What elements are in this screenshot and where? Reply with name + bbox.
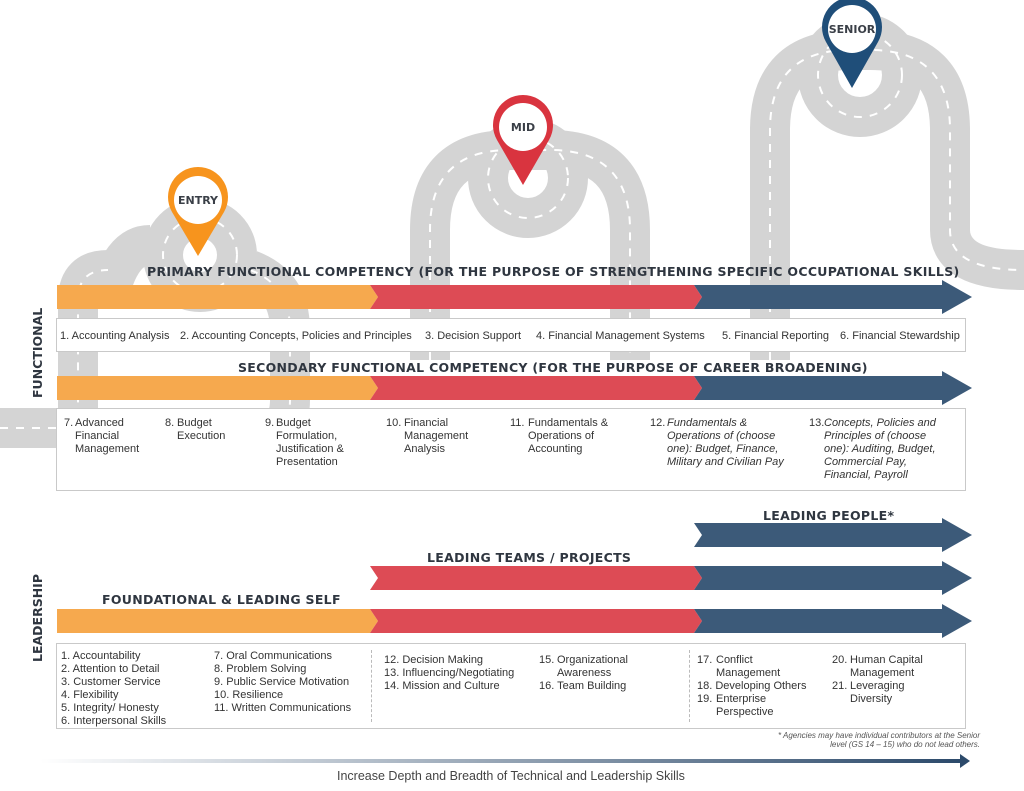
leading-teams-senior-arrow [694,561,972,595]
leadership-item-11: 11. Written Communications [214,702,352,714]
entry-pin-icon: ENTRY [168,167,228,256]
primary-item-6: 6. Financial Stewardship [840,330,960,342]
leadership-col-3: 12. Decision Making 13. Influencing/Nego… [384,654,514,693]
foundational-title: FOUNDATIONAL & LEADING SELF [102,592,341,607]
leadership-item-12: 12. Decision Making [384,654,484,666]
primary-title: PRIMARY FUNCTIONAL COMPETENCY (FOR THE P… [147,264,960,279]
secondary-item-12: Fundamentals & Operations of (choose one… [667,417,784,468]
leadership-item-20: Human Capital Management [850,654,923,679]
secondary-item-12-num: 12. [650,417,666,429]
primary-competency-box: 1. Accounting Analysis 2. Accounting Con… [56,318,966,352]
footnote: * Agencies may have individual contribut… [777,731,980,749]
primary-item-4: 4. Financial Management Systems [536,330,705,342]
senior-pin-icon: SENIOR [822,0,882,88]
leadership-item-15: Organizational Awareness [557,654,628,679]
entry-pin-label: ENTRY [178,194,219,207]
primary-item-3: 3. Decision Support [425,330,521,342]
leadership-item-3: 3. Customer Service [61,676,161,688]
secondary-item-10-num: 10. [386,417,402,429]
leadership-item-9: 9. Public Service Motivation [214,676,350,688]
secondary-item-7: Advanced Financial Management [75,417,140,455]
leadership-item-18: 18. Developing Others [697,680,807,692]
leadership-item-21-num: 21. [832,680,848,692]
leadership-item-15-num: 15. [539,654,555,666]
secondary-item-13-num: 13. [809,417,825,429]
secondary-item-11-num: 11. [510,417,525,429]
leadership-item-20-num: 20. [832,654,848,666]
foundational-senior-arrow [694,604,972,638]
leading-teams-title: LEADING TEAMS / PROJECTS [427,550,632,565]
secondary-mid-arrow [370,376,702,400]
leading-teams-mid-arrow [370,566,702,590]
secondary-item-8: Budget Execution [177,417,226,442]
foundational-entry-arrow [57,609,378,633]
leadership-item-2: 2. Attention to Detail [61,663,160,675]
leadership-item-6: 6. Interpersonal Skills [61,715,167,727]
mid-divider [371,650,372,722]
secondary-senior-arrow [694,371,972,405]
leadership-item-10: 10. Resilience [214,689,284,701]
secondary-item-13: Concepts, Policies and Principles of (ch… [824,417,936,481]
primary-item-1: 1. Accounting Analysis [60,330,170,342]
leadership-col-2: 7. Oral Communications 8. Problem Solvin… [214,650,351,715]
senior-pin-label: SENIOR [829,23,876,36]
foundational-mid-arrow [370,609,702,633]
functional-side-label: FUNCTIONAL [30,307,45,398]
leadership-col-1: 1. Accountability 2. Attention to Detail… [61,650,166,728]
secondary-title: SECONDARY FUNCTIONAL COMPETENCY (FOR THE… [238,360,868,375]
bottom-gradient-line [40,759,960,763]
secondary-competency-box: 7. Advanced Financial Management 8. Budg… [56,408,966,491]
mid-pin-label: MID [511,121,535,134]
primary-entry-arrow [57,285,378,309]
leadership-item-4: 4. Flexibility [61,689,119,701]
leadership-item-13: 13. Influencing/Negotiating [384,667,515,679]
leading-people-title: LEADING PEOPLE* [763,508,895,523]
leadership-side-label: LEADERSHIP [30,574,45,662]
secondary-entry-arrow [57,376,378,400]
secondary-item-9-num: 9. [265,417,275,429]
secondary-item-10: Financial Management Analysis [404,417,469,455]
mid-pin-icon: MID [493,95,553,185]
leadership-item-1: 1. Accountability [61,650,141,662]
leadership-item-17-num: 17. [697,654,713,666]
leadership-item-16: 16. Team Building [539,680,627,692]
bottom-axis-label: Increase Depth and Breadth of Technical … [337,769,685,783]
leadership-competency-box: 1. Accountability 2. Attention to Detail… [56,643,966,729]
secondary-item-9: Budget Formulation, Justification & Pres… [276,417,344,468]
leadership-item-14: 14. Mission and Culture [384,680,500,692]
leadership-item-19-num: 19. [697,693,713,705]
primary-mid-arrow [370,285,702,309]
leadership-item-8: 8. Problem Solving [214,663,307,675]
primary-item-2: 2. Accounting Concepts, Policies and Pri… [180,330,412,342]
leadership-item-21: Leveraging Diversity [850,680,905,705]
primary-senior-arrow [694,280,972,314]
secondary-item-11: Fundamentals & Operations of Accounting [528,417,609,455]
secondary-item-8-num: 8. [165,417,175,429]
leadership-item-7: 7. Oral Communications [214,650,332,662]
secondary-item-7-num: 7. [64,417,74,429]
leading-people-arrow [694,518,972,552]
bottom-arrowhead [960,754,970,768]
senior-divider [689,650,690,722]
leadership-item-19: Enterprise Perspective [716,693,774,718]
leadership-item-17: Conflict Management [716,654,781,679]
leadership-item-5: 5. Integrity/ Honesty [61,702,159,714]
primary-item-5: 5. Financial Reporting [722,330,830,342]
